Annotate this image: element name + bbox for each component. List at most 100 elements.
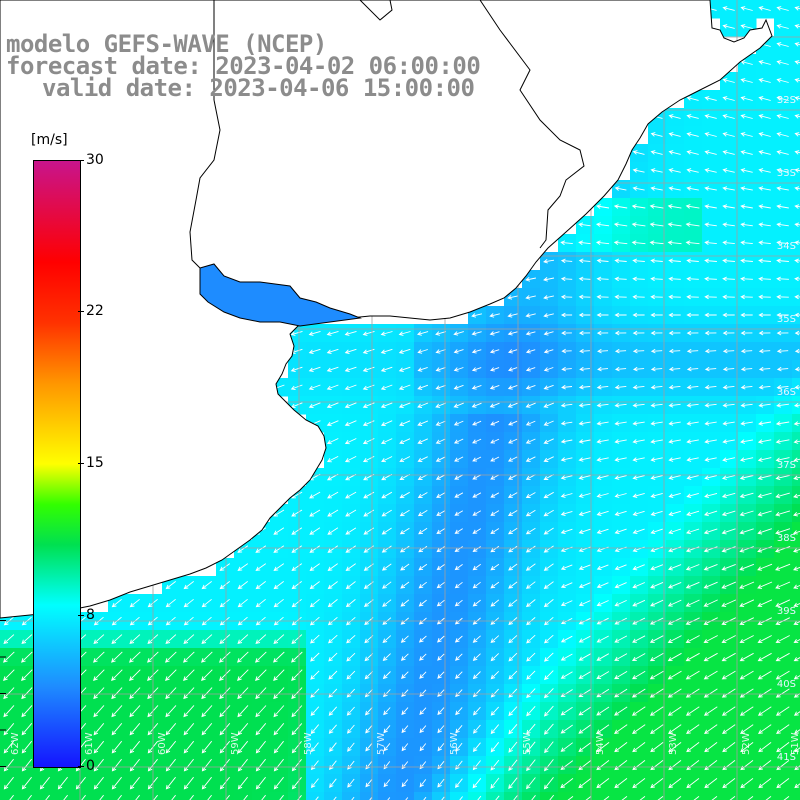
- wind-arrow: [596, 258, 609, 264]
- wind-arrow: [507, 331, 518, 336]
- latitude-label: 41S: [776, 752, 796, 763]
- wind-arrow: [776, 168, 789, 173]
- wind-cell: [774, 792, 793, 800]
- wind-arrow: [740, 312, 753, 318]
- wind-arrow: [387, 797, 391, 800]
- wind-arrow: [603, 796, 610, 800]
- wind-arrow: [776, 330, 789, 336]
- wind-arrow: [794, 294, 800, 300]
- wind-arrow: [129, 687, 141, 700]
- wind-arrow: [758, 186, 771, 191]
- wind-arrow: [291, 581, 302, 590]
- country-border: [189, 99, 221, 269]
- wind-arrow: [560, 510, 573, 516]
- wind-arrow: [596, 582, 609, 589]
- wind-arrow: [455, 742, 463, 752]
- wind-arrow: [794, 60, 800, 65]
- wind-arrow: [685, 204, 700, 209]
- wind-arrow: [614, 294, 627, 300]
- wind-arrow: [758, 78, 771, 83]
- wind-arrow: [419, 707, 427, 715]
- wind-cell: [414, 792, 433, 800]
- wind-cell: [792, 54, 800, 73]
- wind-arrow: [704, 294, 717, 300]
- wind-arrow: [686, 96, 699, 101]
- wind-arrow: [117, 794, 122, 800]
- wind-arrow: [704, 724, 718, 734]
- wind-arrow: [507, 510, 518, 516]
- wind-arrow: [273, 687, 285, 700]
- wind-arrow: [135, 794, 140, 800]
- wind-arrow: [453, 331, 464, 336]
- wind-arrow: [362, 438, 375, 445]
- wind-arrow: [596, 600, 609, 607]
- wind-arrow: [776, 24, 789, 29]
- wind-arrow: [129, 634, 141, 645]
- wind-arrow: [273, 563, 285, 571]
- wind-arrow: [704, 96, 717, 101]
- wind-arrow: [721, 546, 736, 553]
- wind-arrow: [703, 670, 718, 680]
- wind-arrow: [526, 723, 536, 735]
- wind-arrow: [685, 546, 700, 553]
- wind-arrow: [578, 671, 591, 679]
- wind-arrow: [686, 724, 700, 734]
- wind-arrow: [165, 705, 177, 718]
- longitude-label: 58W: [303, 732, 314, 755]
- wind-arrow: [255, 669, 267, 681]
- wind-arrow: [757, 510, 772, 517]
- wind-arrow: [721, 581, 736, 589]
- wind-arrow: [793, 638, 800, 644]
- latitude-label: 34S: [776, 241, 796, 252]
- longitude-label: 62W: [10, 732, 21, 755]
- wind-arrow: [668, 150, 681, 155]
- wind-arrow: [345, 563, 356, 571]
- wind-cell: [162, 792, 181, 800]
- wind-arrow: [722, 6, 735, 11]
- wind-arrow: [472, 742, 481, 753]
- wind-arrow: [111, 598, 122, 608]
- wind-arrow: [614, 778, 628, 789]
- wind-arrow: [668, 778, 682, 789]
- wind-arrow: [722, 240, 735, 245]
- wind-arrow: [722, 114, 735, 119]
- wind-arrow: [614, 276, 627, 282]
- wind-arrow: [776, 132, 789, 137]
- wind-arrow: [614, 564, 627, 571]
- wind-arrow: [543, 509, 554, 517]
- wind-arrow: [489, 349, 500, 354]
- wind-arrow: [686, 492, 699, 498]
- longitude-label: 60W: [157, 732, 168, 755]
- wind-arrow: [365, 724, 373, 734]
- wind-arrow: [326, 420, 339, 427]
- wind-arrow: [129, 758, 140, 772]
- wind-arrow: [201, 740, 213, 754]
- wind-arrow: [614, 366, 627, 372]
- wind-arrow: [436, 510, 446, 516]
- wind-arrow: [578, 475, 591, 480]
- wind-arrow: [721, 652, 736, 662]
- wind-arrow: [399, 491, 410, 499]
- wind-arrow: [632, 510, 645, 516]
- wind-arrow: [632, 670, 646, 680]
- wind-cell: [756, 792, 775, 800]
- wind-arrow: [686, 742, 700, 753]
- wind-arrow: [758, 114, 771, 119]
- wind-arrow: [579, 366, 590, 372]
- wind-arrow: [794, 312, 800, 318]
- wind-arrow: [758, 403, 771, 408]
- wind-arrow: [453, 402, 464, 408]
- wind-arrow: [560, 671, 573, 679]
- wind-arrow: [686, 778, 700, 789]
- wind-arrow: [585, 796, 592, 800]
- wind-arrow: [383, 707, 391, 716]
- wind-arrow: [686, 276, 699, 282]
- wind-arrow: [668, 348, 681, 354]
- wind-arrow: [668, 276, 681, 282]
- wind-arrow: [346, 670, 356, 680]
- wind-arrow: [328, 670, 338, 680]
- wind-arrow: [326, 455, 339, 463]
- wind-arrow: [21, 651, 33, 663]
- wind-arrow: [436, 564, 445, 571]
- wind-arrow: [632, 384, 645, 390]
